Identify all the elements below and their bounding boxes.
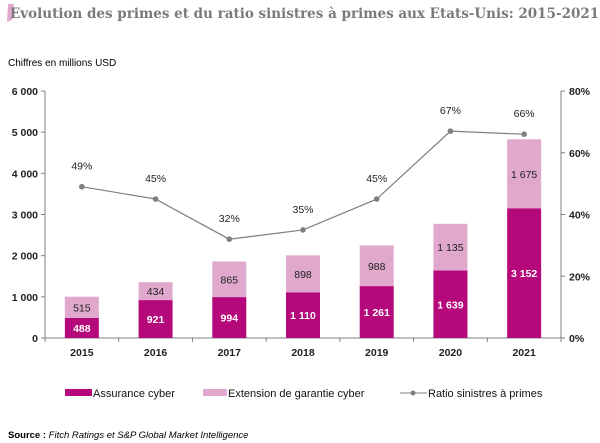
bar-extension-garantie <box>286 255 320 293</box>
ratio-label: 35% <box>292 204 313 216</box>
legend-label-extension: Extension de garantie cyber <box>228 388 365 400</box>
ratio-label: 67% <box>440 105 461 117</box>
ratio-point <box>300 227 306 233</box>
bar-value-label: 1 675 <box>511 169 537 181</box>
bar-extension-garantie <box>138 282 173 301</box>
ratio-label: 49% <box>71 161 92 173</box>
ratio-point <box>152 196 159 202</box>
x-tick-label: 2017 <box>218 347 242 359</box>
bar-value-label: 434 <box>147 286 165 298</box>
y2-tick-label: 80% <box>569 86 591 98</box>
bar-extension-garantie <box>359 245 394 287</box>
bar-value-label: 1 135 <box>437 242 463 254</box>
legend-swatch-assurance <box>65 389 92 396</box>
legend-label-ratio: Ratio sinistres à primes <box>428 388 543 400</box>
y-tick-label: 1 000 <box>12 292 38 304</box>
chart-title: Evolution des primes et du ratio sinistr… <box>10 6 599 22</box>
x-tick-label: 2016 <box>144 347 168 359</box>
ratio-point <box>447 128 454 134</box>
y-tick-label: 6 000 <box>12 86 38 98</box>
bar-extension-garantie <box>212 261 247 298</box>
bar-assurance-cyber <box>359 286 394 338</box>
source-note: Source : Fitch Ratings et S&P Global Mar… <box>8 430 248 441</box>
bar-assurance-cyber <box>212 297 247 338</box>
y-tick-label: 5 000 <box>12 127 38 139</box>
source-text: Fitch Ratings et S&P Global Market Intel… <box>49 430 249 441</box>
title-accent <box>7 4 14 22</box>
ratio-point <box>79 183 85 190</box>
ratio-point <box>373 196 380 202</box>
bar-assurance-cyber <box>64 317 99 338</box>
y2-tick-label: 60% <box>569 148 591 160</box>
bar-value-label: 1 110 <box>290 310 316 322</box>
ratio-point <box>521 131 527 138</box>
y-tick-label: 0 <box>32 333 38 345</box>
ratio-label: 66% <box>514 108 535 120</box>
bar-value-label: 988 <box>368 261 386 273</box>
y-tick-label: 2 000 <box>12 251 38 263</box>
ratio-label: 45% <box>145 173 166 185</box>
bar-assurance-cyber <box>138 300 173 338</box>
unit-note: Chiffres en millions USD <box>8 58 116 69</box>
bar-value-label: 1 261 <box>364 307 390 319</box>
bar-value-label: 488 <box>73 323 91 335</box>
y-tick-label: 3 000 <box>12 210 38 222</box>
legend: Assurance cyber Extension de garantie cy… <box>65 388 543 400</box>
bar-value-label: 994 <box>221 313 239 325</box>
bar-value-label: 898 <box>294 269 312 281</box>
y2-tick-label: 40% <box>569 210 591 222</box>
ratio-label: 32% <box>219 213 240 225</box>
y2-tick-label: 20% <box>569 271 591 283</box>
x-tick-label: 2019 <box>365 347 389 359</box>
bar-extension-garantie <box>507 139 542 209</box>
bar-value-label: 3 152 <box>511 268 537 280</box>
x-tick-label: 2018 <box>291 347 315 359</box>
bar-assurance-cyber <box>507 208 542 338</box>
data-labels: 488 515 921 434 994 865 1 110 898 1 261 988 1 639 1… <box>71 105 537 335</box>
bar-extension-garantie <box>433 223 468 271</box>
bar-extension-garantie <box>64 296 99 318</box>
ratio-line <box>79 128 527 242</box>
axes: 0 1 000 2 000 3 000 4 000 5 000 6 000 0% 20% 40% 6… <box>12 86 591 359</box>
y-tick-label: 4 000 <box>12 168 38 180</box>
x-tick-label: 2020 <box>439 347 463 359</box>
bars <box>64 139 542 338</box>
bar-value-label: 515 <box>73 302 91 314</box>
ratio-point <box>226 236 233 242</box>
ratio-polyline <box>81 130 525 240</box>
bar-value-label: 1 639 <box>437 299 463 311</box>
y2-tick-label: 0% <box>569 333 585 345</box>
x-tick-label: 2021 <box>512 347 536 359</box>
legend-swatch-extension <box>203 389 227 396</box>
bar-value-label: 921 <box>147 314 165 326</box>
ratio-label: 45% <box>366 173 387 185</box>
legend-label-assurance: Assurance cyber <box>93 388 175 400</box>
bar-assurance-cyber <box>286 292 320 338</box>
legend-marker-ratio <box>410 390 416 396</box>
x-tick-label: 2015 <box>70 347 94 359</box>
bar-assurance-cyber <box>433 270 468 338</box>
source-label: Source : <box>8 430 46 441</box>
bar-value-label: 865 <box>221 274 239 286</box>
